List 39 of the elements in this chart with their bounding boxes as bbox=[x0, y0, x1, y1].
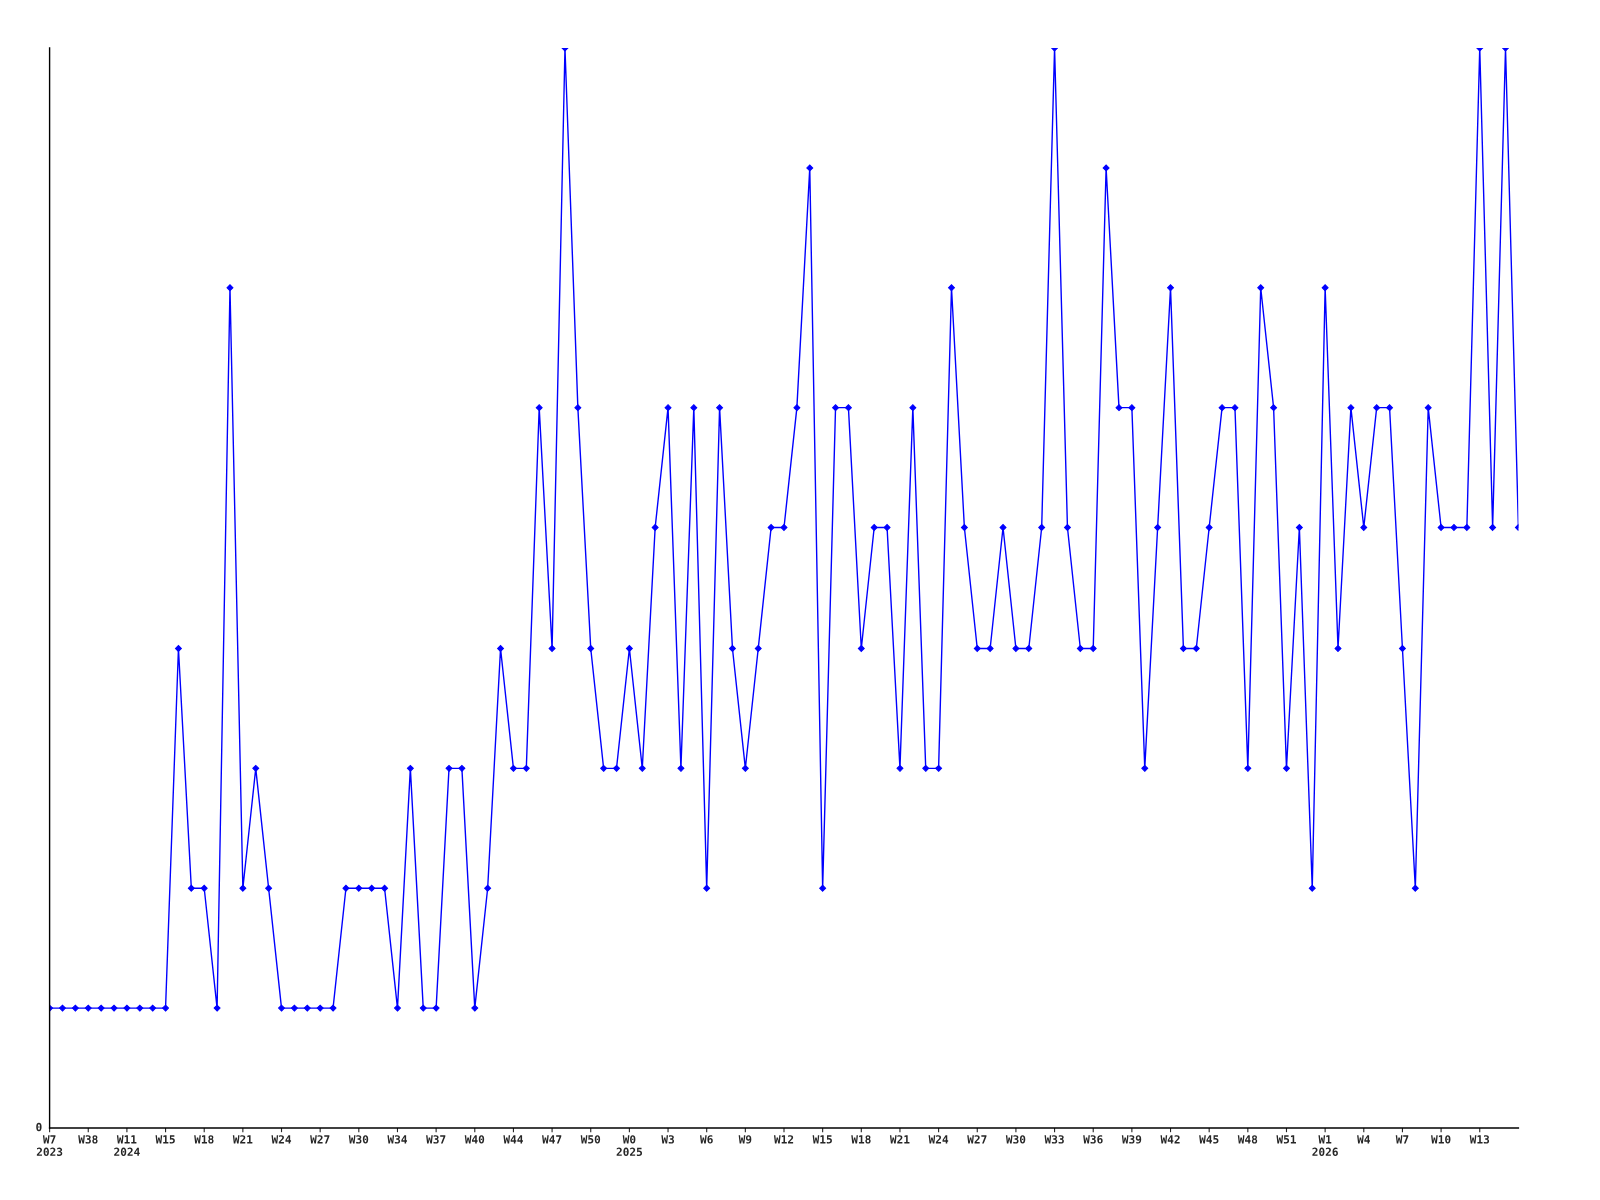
x-tick-label: W45 bbox=[1199, 1135, 1219, 1144]
x-tick-label: W9 bbox=[738, 1135, 752, 1144]
x-tick-label: W27 bbox=[310, 1135, 330, 1144]
x-tick-label: W48 bbox=[1237, 1135, 1258, 1144]
x-tick-label: W13 bbox=[1469, 1135, 1490, 1144]
x-tick-label: W51 bbox=[1276, 1135, 1296, 1144]
x-tick-label: W1 2026 bbox=[1312, 1135, 1338, 1156]
x-tick-label: W4 bbox=[1357, 1135, 1370, 1144]
x-tick-label: W24 bbox=[271, 1135, 292, 1144]
x-tick-label: W24 bbox=[928, 1135, 949, 1144]
x-tick-label: W3 bbox=[661, 1135, 675, 1144]
x-tick-label: W30 bbox=[1005, 1135, 1026, 1144]
x-tick-label: W6 bbox=[700, 1135, 713, 1144]
x-tick-label: W39 bbox=[1121, 1135, 1142, 1144]
x-tick-label: W18 bbox=[851, 1135, 871, 1144]
x-tick-label: W37 bbox=[426, 1135, 446, 1144]
x-tick-label: W27 bbox=[967, 1135, 987, 1144]
x-tick-label: W12 bbox=[773, 1135, 794, 1144]
x-tick-label: W40 bbox=[464, 1135, 485, 1144]
x-tick-label: W21 bbox=[889, 1135, 910, 1144]
x-tick-label: W34 bbox=[387, 1135, 408, 1144]
x-tick-label: W7 bbox=[1395, 1135, 1409, 1144]
x-tick-label: W15 bbox=[155, 1135, 175, 1144]
x-tick-label: W18 bbox=[194, 1135, 214, 1144]
x-tick-label: W38 bbox=[78, 1135, 98, 1144]
x-tick-label: W11 2024 bbox=[114, 1135, 140, 1156]
x-tick-label: W33 bbox=[1044, 1135, 1064, 1144]
x-tick-label: W21 bbox=[232, 1135, 253, 1144]
x-tick-label: W15 bbox=[812, 1135, 832, 1144]
x-tick-label: W36 bbox=[1083, 1135, 1103, 1144]
x-tick-label: W7 2023 bbox=[36, 1135, 63, 1156]
x-tick-label: W50 bbox=[580, 1135, 601, 1144]
x-tick-label: W0 2025 bbox=[616, 1135, 643, 1156]
text: 0 bbox=[36, 1122, 42, 1132]
x-tick-label: W44 bbox=[503, 1135, 523, 1144]
x-tick-label: W42 bbox=[1160, 1135, 1180, 1144]
x-tick-label: W10 bbox=[1431, 1135, 1451, 1144]
x-tick-label: W30 bbox=[348, 1135, 369, 1144]
x-tick-label: W47 bbox=[542, 1135, 562, 1144]
